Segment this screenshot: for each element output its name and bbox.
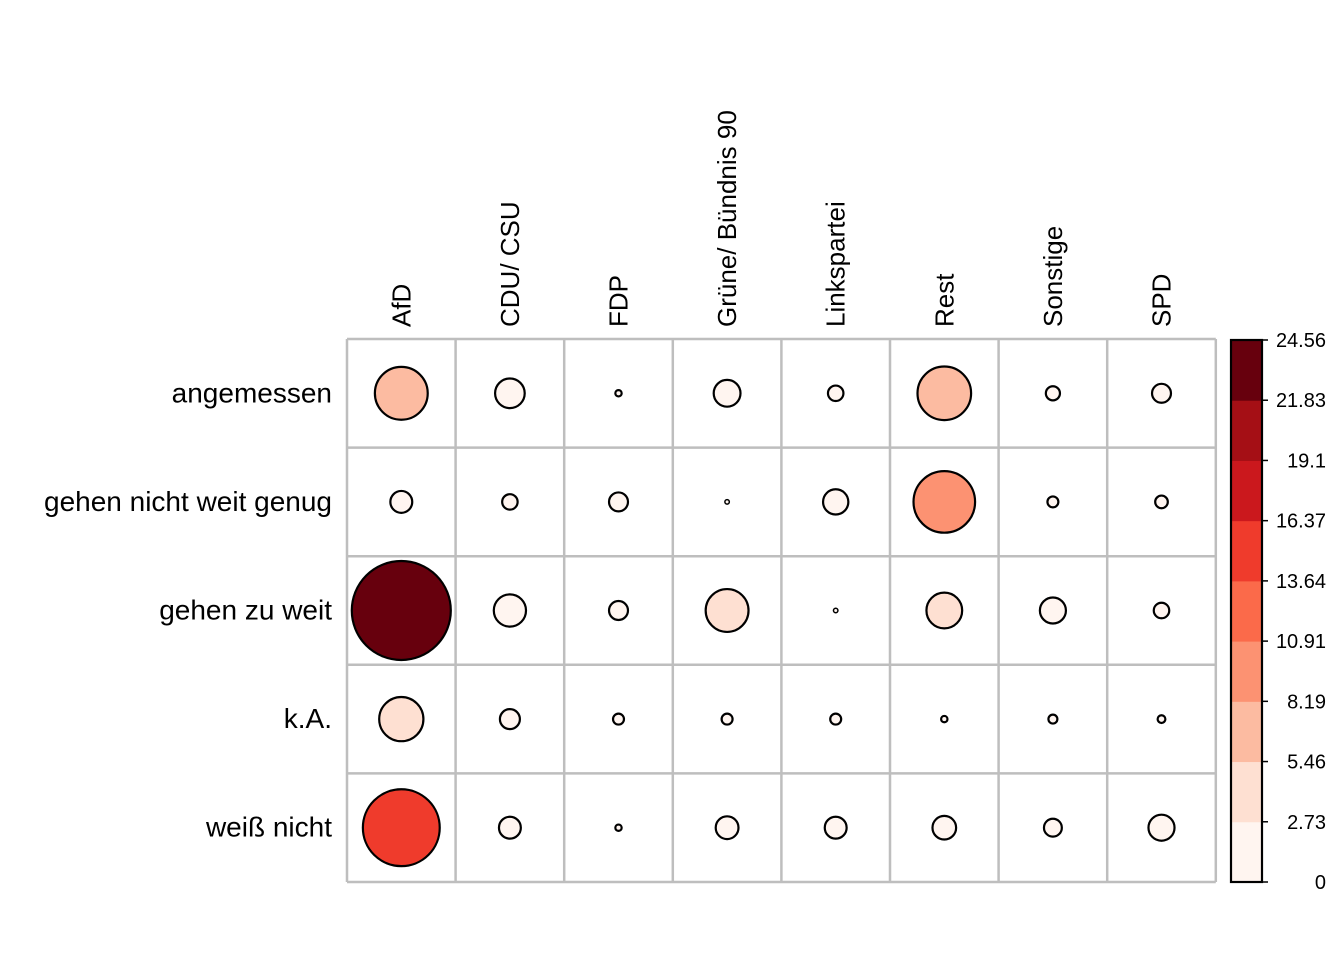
- legend-frame: [1229, 338, 1264, 884]
- legend-swatch: [1231, 761, 1262, 823]
- column-label: Sonstige: [1038, 226, 1068, 327]
- bubble-gehen-nicht-weit-genug-gr-ne-b-ndnis-90: [724, 498, 731, 505]
- legend-tick-label: 10.91: [1276, 631, 1326, 653]
- bubble-wei-nicht-linkspartei: [823, 815, 848, 840]
- row-label: angemessen: [172, 377, 332, 408]
- legend-tick-label: 19.1: [1287, 450, 1326, 472]
- bubble-angemessen-sonstige: [1044, 385, 1062, 402]
- column-labels: AfD CDU/ CSU FDP Grüne/ Bündnis 90 Linkspart…: [386, 110, 1176, 327]
- color-legend: 24.56 21.83 19.1 16.37 13.64 10.91 8.19 5.46 2.7…: [1229, 330, 1326, 894]
- column-label: CDU/ CSU: [495, 201, 525, 327]
- bubble-gehen-zu-weit-cdu-csu: [492, 593, 528, 628]
- bubble-angemessen-cdu-csu: [493, 377, 526, 410]
- bubble-wei-nicht-afd: [361, 788, 441, 868]
- bubble-gehen-zu-weit-afd: [350, 559, 452, 662]
- bubble-gehen-zu-weit-sonstige: [1038, 596, 1068, 625]
- legend-tick-label: 16.37: [1276, 511, 1326, 533]
- bubble-angemessen-afd: [373, 365, 429, 421]
- legend-swatch: [1231, 580, 1262, 642]
- plot-grid: [345, 337, 1218, 884]
- legend-tick-label: 24.56: [1276, 330, 1326, 352]
- bubbles: [350, 365, 1176, 868]
- bubble-gehen-nicht-weit-genug-linkspartei: [821, 488, 850, 516]
- bubble-gehen-nicht-weit-genug-rest: [912, 470, 977, 534]
- bubble-wei-nicht-spd: [1147, 813, 1176, 842]
- legend-swatch: [1231, 520, 1262, 582]
- bubble-angemessen-gr-ne-b-ndnis-90: [712, 378, 742, 408]
- legend-swatch: [1231, 400, 1262, 461]
- legend-tick-label: 0: [1315, 872, 1326, 894]
- bubble-k-a--rest: [940, 714, 949, 724]
- bubble-gehen-nicht-weit-genug-sonstige: [1046, 495, 1060, 509]
- column-label: Grüne/ Bündnis 90: [712, 110, 742, 327]
- legend-tick-label: 13.64: [1276, 571, 1326, 593]
- legend-swatch: [1231, 701, 1262, 763]
- bubble-k-a--gr-ne-b-ndnis-90: [720, 712, 734, 726]
- bubble-k-a--sonstige: [1047, 713, 1059, 725]
- row-label: k.A.: [284, 703, 332, 734]
- legend-swatch: [1231, 821, 1262, 883]
- bubble-gehen-zu-weit-linkspartei: [832, 607, 839, 614]
- bubble-wei-nicht-rest: [931, 814, 958, 841]
- legend-swatch: [1231, 340, 1262, 401]
- bubble-gehen-zu-weit-rest: [925, 591, 964, 630]
- bubble-wei-nicht-fdp: [614, 823, 623, 832]
- column-label: FDP: [604, 275, 634, 327]
- bubble-angemessen-linkspartei: [826, 384, 845, 403]
- legend-tick-label: 8.19: [1287, 691, 1326, 713]
- bubble-angemessen-rest: [916, 365, 973, 422]
- bubble-wei-nicht-sonstige: [1042, 817, 1063, 838]
- row-label: weiß nicht: [205, 812, 332, 843]
- legend-tick-label: 21.83: [1276, 390, 1326, 412]
- column-label: SPD: [1147, 274, 1177, 327]
- bubble-gehen-zu-weit-spd: [1152, 601, 1171, 620]
- bubble-k-a--spd: [1156, 714, 1167, 725]
- bubble-angemessen-fdp: [614, 389, 623, 398]
- bubble-gehen-nicht-weit-genug-spd: [1154, 494, 1169, 510]
- bubble-gehen-zu-weit-fdp: [607, 599, 630, 622]
- bubble-gehen-zu-weit-gr-ne-b-ndnis-90: [704, 587, 750, 634]
- legend-tick-label: 5.46: [1287, 752, 1326, 774]
- column-label: Linkspartei: [821, 201, 851, 327]
- row-label: gehen zu weit: [159, 595, 332, 626]
- bubble-gehen-nicht-weit-genug-afd: [389, 489, 414, 514]
- column-label: Rest: [929, 273, 959, 327]
- legend-tick-label: 2.73: [1287, 812, 1326, 834]
- bubble-k-a--linkspartei: [829, 712, 843, 726]
- bubble-angemessen-spd: [1150, 382, 1173, 404]
- bubble-wei-nicht-cdu-csu: [497, 815, 522, 840]
- legend-swatch: [1231, 641, 1262, 702]
- bubble-gehen-nicht-weit-genug-cdu-csu: [501, 493, 519, 511]
- bubble-wei-nicht-gr-ne-b-ndnis-90: [714, 815, 740, 841]
- row-labels: angemessen gehen nicht weit genug gehen zu…: [44, 377, 332, 842]
- bubble-k-a--fdp: [611, 712, 626, 726]
- bubble-k-a--afd: [378, 695, 425, 743]
- legend-swatch: [1231, 460, 1262, 522]
- row-label: gehen nicht weit genug: [44, 486, 332, 517]
- bubble-k-a--cdu-csu: [498, 708, 521, 731]
- column-label: AfD: [386, 284, 416, 327]
- bubble-gehen-nicht-weit-genug-fdp: [607, 491, 630, 513]
